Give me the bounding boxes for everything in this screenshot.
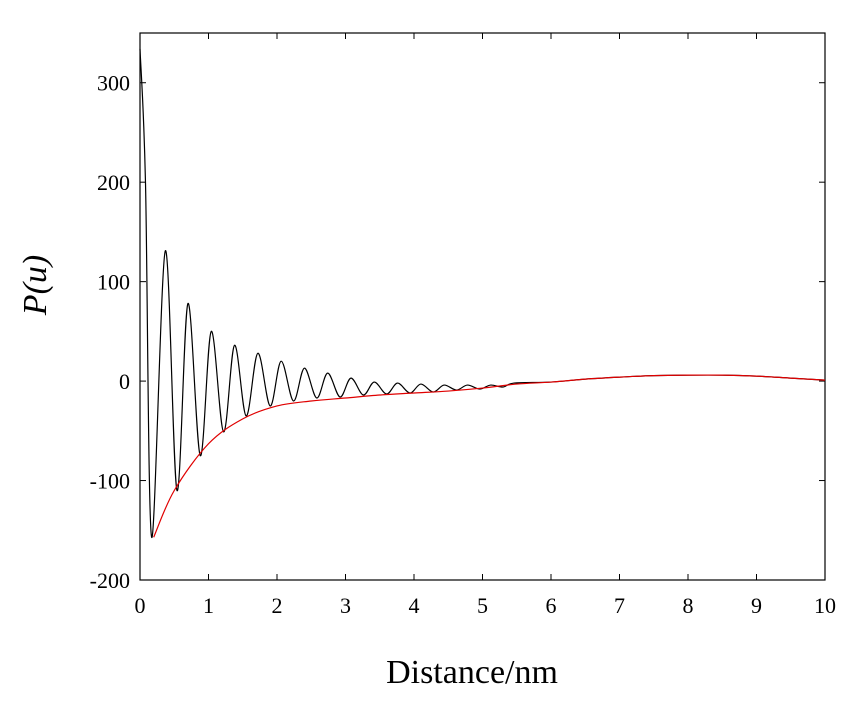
x-tick-label: 1: [203, 593, 214, 618]
data-line: [153, 374, 826, 538]
x-tick-label: 0: [135, 593, 146, 618]
y-tick-label: 100: [97, 270, 130, 295]
x-tick-label: 6: [546, 593, 557, 618]
y-tick-label: -200: [90, 568, 130, 593]
x-tick-label: 10: [814, 593, 836, 618]
x-tick-label: 5: [477, 593, 488, 618]
x-tick-label: 9: [751, 593, 762, 618]
y-tick-label: 0: [119, 369, 130, 394]
plot-frame: [139, 32, 826, 581]
x-axis-label: Distance/nm: [386, 654, 558, 691]
data-line: [139, 48, 826, 538]
x-tick-label: 4: [409, 593, 420, 618]
x-tick-label: 3: [340, 593, 351, 618]
y-tick-label: -100: [90, 469, 130, 494]
x-tick-label: 7: [614, 593, 625, 618]
x-tick-label: 8: [683, 593, 694, 618]
y-tick-label: 300: [97, 71, 130, 96]
y-axis-label: P(u): [17, 255, 54, 316]
x-tick-label: 2: [272, 593, 283, 618]
y-tick-label: 200: [97, 170, 130, 195]
